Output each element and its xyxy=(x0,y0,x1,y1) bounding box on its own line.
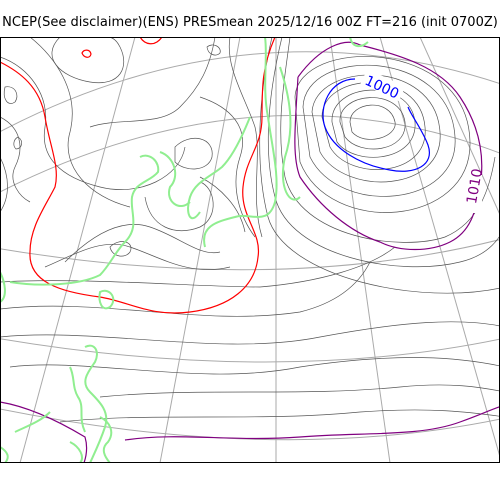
isobar xyxy=(294,56,471,213)
longitude-line xyxy=(419,37,500,216)
isobar xyxy=(0,321,500,345)
coastline xyxy=(99,416,113,463)
isobar xyxy=(0,246,396,288)
isobar xyxy=(3,86,18,104)
latitude-line xyxy=(0,51,500,133)
coastline xyxy=(187,116,251,220)
label-1000-bg xyxy=(360,68,406,102)
isobar-purple-north xyxy=(294,41,483,251)
isobar xyxy=(89,37,216,128)
coastline xyxy=(203,37,278,248)
longitude-line xyxy=(329,37,391,463)
isobar xyxy=(144,181,214,231)
isobar xyxy=(331,89,416,158)
isobar xyxy=(321,82,426,170)
pressure-map: 1000 1010 xyxy=(0,37,500,463)
isobar xyxy=(44,243,231,271)
coastline xyxy=(98,289,115,310)
isobar-1020 xyxy=(0,37,276,314)
isobar xyxy=(0,261,371,317)
isobar xyxy=(0,156,8,213)
isobar-1010 xyxy=(0,41,500,463)
coastlines xyxy=(0,37,369,463)
isobar-1000 xyxy=(322,78,430,172)
label-1010-bg xyxy=(466,175,482,213)
map-frame-border xyxy=(0,37,500,463)
latitude-line xyxy=(0,338,500,363)
isobar-blue xyxy=(322,78,430,172)
isobar xyxy=(206,44,221,56)
isobar-purple-south xyxy=(124,406,500,441)
isobar xyxy=(0,56,186,190)
isobar xyxy=(59,409,500,423)
isobar xyxy=(0,116,31,203)
isobar xyxy=(268,37,500,268)
isobars-thin xyxy=(0,37,500,423)
coastline xyxy=(14,411,51,433)
isobar xyxy=(302,64,456,197)
isobar-red-small xyxy=(81,49,92,58)
isobar xyxy=(339,97,406,150)
isobar xyxy=(228,37,263,238)
graticule-longitude-lines xyxy=(19,37,500,463)
isobar xyxy=(349,104,396,140)
coastline xyxy=(0,446,9,463)
isobar xyxy=(109,241,132,257)
isobar xyxy=(174,138,213,170)
coastline xyxy=(279,66,301,201)
longitude-line xyxy=(379,37,500,458)
coastline xyxy=(69,441,83,463)
isobar xyxy=(13,136,22,150)
isobar xyxy=(311,74,441,183)
isobar xyxy=(99,384,500,398)
isobar-purple-west xyxy=(0,401,88,463)
coastline xyxy=(159,151,191,207)
coastline xyxy=(0,271,6,303)
map-panel: 1000 1010 xyxy=(0,37,500,463)
label-1010: 1010 xyxy=(464,167,486,205)
coastline xyxy=(84,344,108,463)
isobar xyxy=(9,357,500,375)
isobar-red-top xyxy=(139,37,163,45)
chart-title: NCEP(See disclaimer)(ENS) PRESmean 2025/… xyxy=(2,15,498,30)
coastline xyxy=(9,154,160,286)
isobar xyxy=(280,37,496,243)
graticule-latitude-lines xyxy=(0,51,500,441)
isobar xyxy=(29,37,131,208)
isobar xyxy=(199,176,246,233)
isobar-red-west xyxy=(0,37,276,314)
isobar xyxy=(64,224,221,263)
coastline xyxy=(349,37,369,48)
latitude-line xyxy=(0,408,500,441)
coastline xyxy=(69,366,86,433)
